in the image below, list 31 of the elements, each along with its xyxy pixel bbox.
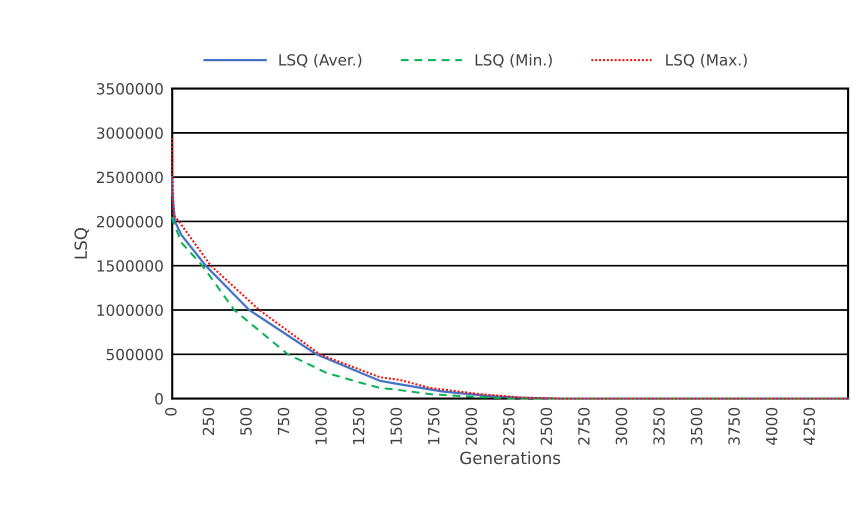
y-tick-label: 3000000 <box>96 127 163 139</box>
x-tick-label: 3750 <box>728 408 740 445</box>
x-tick-label: 2500 <box>540 408 552 445</box>
y-tick-label: 0 <box>155 393 163 405</box>
x-tick-label: 3500 <box>690 408 702 445</box>
x-tick-label: 4250 <box>803 408 815 446</box>
legend-label: LSQ (Min.) <box>476 54 552 68</box>
y-tick-label: 3500000 <box>96 83 163 95</box>
y-tick-label: 1000000 <box>98 304 163 316</box>
y-tick-label: 2000000 <box>96 216 163 228</box>
x-tick-label: 250 <box>202 408 214 435</box>
y-tick-label: 500000 <box>106 348 163 360</box>
x-tick-label: 1250 <box>352 408 364 444</box>
x-tick-label: 2750 <box>578 408 590 445</box>
x-tick-label: 3000 <box>616 408 628 445</box>
x-tick-label: 2000 <box>465 408 478 445</box>
legend-label: LSQ (Max.) <box>666 54 747 68</box>
x-tick-label: 500 <box>240 408 252 435</box>
legend-label: LSQ (Aver.) <box>279 54 362 68</box>
y-tick-label: 2500000 <box>96 172 163 184</box>
x-tick-label: 750 <box>278 408 290 435</box>
x-tick-label: 1750 <box>428 408 440 444</box>
x-tick-label: 2250 <box>503 408 515 445</box>
y-axis-title: LSQ <box>74 228 89 258</box>
x-tick-label: 1500 <box>390 408 402 444</box>
x-tick-label: 0 <box>165 408 177 416</box>
x-axis-title: Generations <box>460 451 560 464</box>
x-tick-label: 3250 <box>653 408 665 445</box>
x-tick-label: 1000 <box>315 408 327 444</box>
y-tick-label: 1500000 <box>98 260 163 272</box>
x-tick-label: 4000 <box>766 408 778 446</box>
